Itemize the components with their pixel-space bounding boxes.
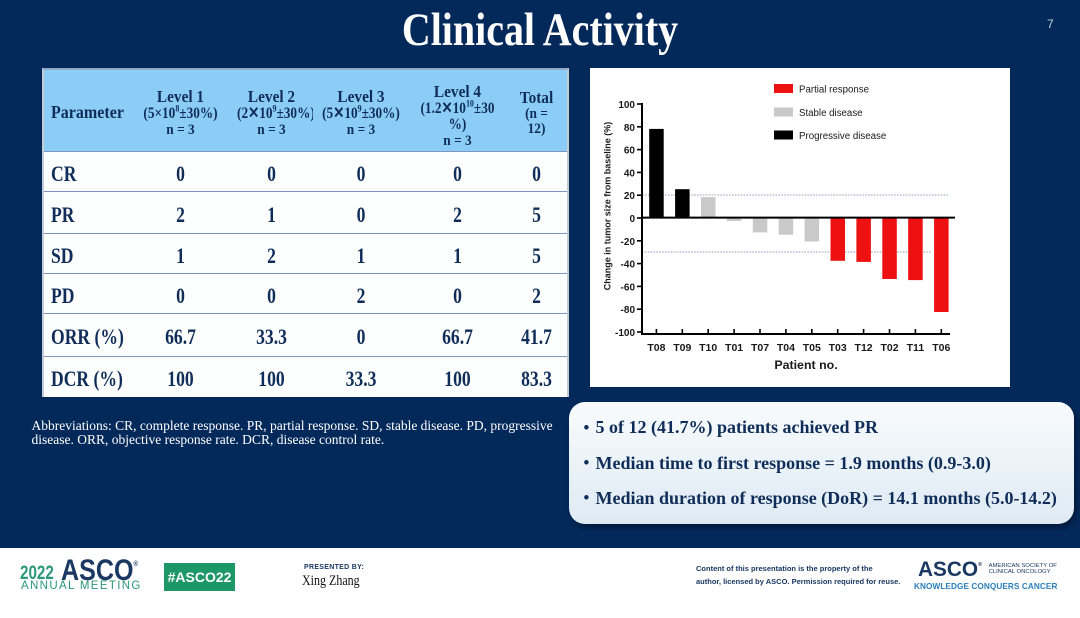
svg-text:100: 100 bbox=[618, 100, 635, 111]
svg-text:Change in tumor size from base: Change in tumor size from baseline (%) bbox=[603, 122, 613, 291]
svg-text:Progressive disease: Progressive disease bbox=[799, 131, 886, 142]
svg-text:T05: T05 bbox=[803, 342, 821, 354]
svg-text:T09: T09 bbox=[673, 342, 691, 354]
svg-text:T12: T12 bbox=[855, 342, 873, 354]
svg-text:40: 40 bbox=[624, 168, 636, 179]
svg-text:T08: T08 bbox=[647, 342, 665, 354]
svg-text:T02: T02 bbox=[880, 342, 898, 354]
svg-text:-40: -40 bbox=[621, 260, 636, 271]
svg-text:20: 20 bbox=[624, 191, 636, 202]
svg-text:Partial response: Partial response bbox=[799, 85, 869, 96]
svg-text:-20: -20 bbox=[621, 237, 636, 248]
svg-text:T06: T06 bbox=[932, 342, 950, 354]
svg-text:T01: T01 bbox=[725, 342, 743, 354]
svg-text:T04: T04 bbox=[777, 342, 795, 354]
svg-text:T03: T03 bbox=[829, 342, 847, 354]
svg-text:Stable disease: Stable disease bbox=[799, 108, 863, 119]
svg-text:-60: -60 bbox=[621, 282, 636, 293]
svg-text:-80: -80 bbox=[621, 305, 636, 316]
svg-text:T10: T10 bbox=[699, 342, 717, 354]
svg-text:T07: T07 bbox=[751, 342, 769, 354]
svg-text:T11: T11 bbox=[907, 342, 925, 354]
svg-text:0: 0 bbox=[629, 214, 635, 225]
svg-text:80: 80 bbox=[624, 123, 636, 134]
svg-text:-100: -100 bbox=[615, 328, 635, 339]
svg-text:60: 60 bbox=[624, 146, 636, 157]
svg-text:Patient no.: Patient no. bbox=[774, 358, 837, 372]
